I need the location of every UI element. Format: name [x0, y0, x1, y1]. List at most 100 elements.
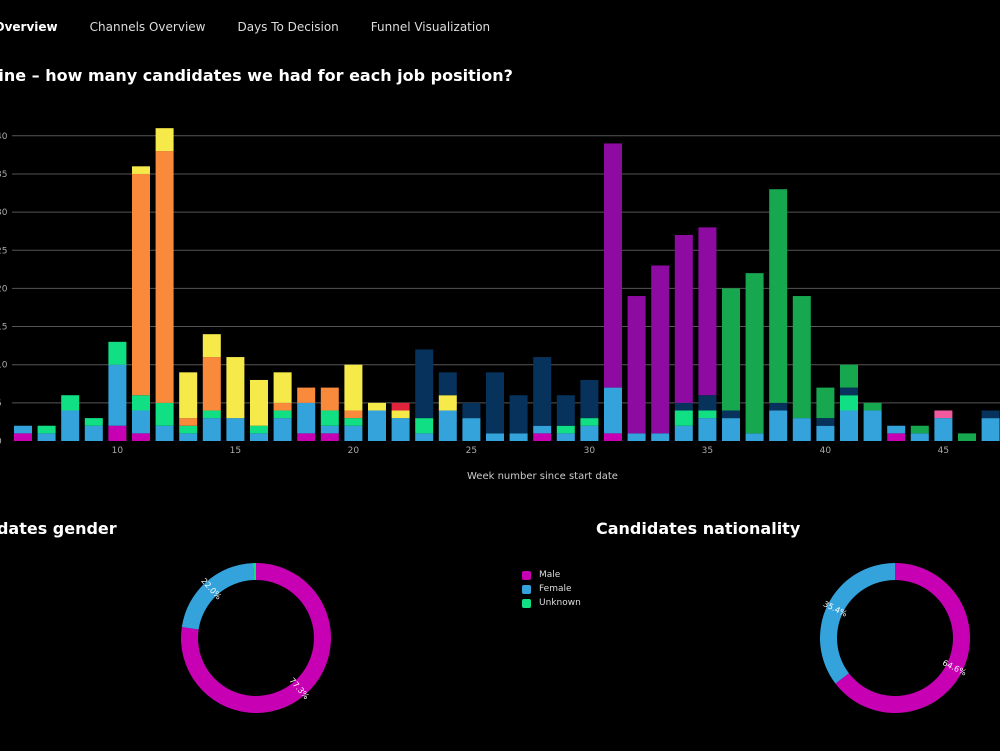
bar-segment[interactable] — [344, 410, 363, 419]
bar-segment[interactable] — [722, 288, 740, 411]
bar-segment[interactable] — [462, 418, 481, 441]
bar-segment[interactable] — [580, 418, 599, 426]
legend-item-female[interactable]: Female — [522, 582, 581, 596]
bar-segment[interactable] — [438, 395, 457, 411]
bar-segment[interactable] — [981, 418, 1000, 441]
bar-segment[interactable] — [840, 387, 858, 396]
bar-segment[interactable] — [202, 410, 221, 419]
bar-segment[interactable] — [556, 425, 575, 434]
tab-overview[interactable]: al Overview — [0, 20, 58, 34]
bar-segment[interactable] — [604, 387, 622, 434]
bar-segment[interactable] — [769, 410, 788, 441]
bar-segment[interactable] — [438, 410, 457, 441]
bar-segment[interactable] — [415, 418, 434, 434]
bar-segment[interactable] — [769, 189, 788, 403]
bar-segment[interactable] — [840, 410, 858, 441]
bar-segment[interactable] — [698, 395, 717, 411]
bar-segment[interactable] — [179, 418, 198, 426]
bar-segment[interactable] — [651, 265, 670, 434]
bar-segment[interactable] — [863, 402, 882, 411]
bar-segment[interactable] — [202, 357, 221, 411]
bar-segment[interactable] — [344, 425, 363, 441]
bar-segment[interactable] — [486, 433, 504, 441]
bar-segment[interactable] — [108, 341, 127, 365]
bar-segment[interactable] — [320, 425, 339, 434]
bar-segment[interactable] — [226, 418, 245, 441]
bar-segment[interactable] — [651, 433, 670, 441]
bar-segment[interactable] — [674, 234, 693, 403]
bar-segment[interactable] — [981, 410, 1000, 419]
bar-segment[interactable] — [415, 349, 434, 419]
tab-funnel-visualization[interactable]: Funnel Visualization — [370, 20, 491, 34]
bar-segment[interactable] — [604, 433, 622, 441]
bar-segment[interactable] — [958, 433, 976, 441]
bar-segment[interactable] — [391, 418, 410, 441]
bar-segment[interactable] — [14, 433, 32, 441]
bar-segment[interactable] — [462, 402, 481, 419]
bar-segment[interactable] — [533, 357, 552, 426]
bar-segment[interactable] — [61, 395, 80, 411]
bar-segment[interactable] — [132, 166, 150, 174]
bar-segment[interactable] — [179, 433, 198, 441]
bar-segment[interactable] — [297, 433, 316, 441]
bar-segment[interactable] — [132, 395, 150, 411]
bar-segment[interactable] — [840, 364, 858, 388]
bar-segment[interactable] — [320, 433, 339, 441]
bar-segment[interactable] — [816, 418, 835, 426]
bar-segment[interactable] — [674, 410, 693, 426]
bar-segment[interactable] — [344, 418, 363, 426]
bar-segment[interactable] — [155, 151, 174, 403]
bar-segment[interactable] — [155, 425, 174, 441]
bar-segment[interactable] — [202, 418, 221, 441]
bar-segment[interactable] — [273, 410, 292, 419]
bar-segment[interactable] — [910, 433, 929, 441]
bar-segment[interactable] — [297, 387, 316, 403]
bar-segment[interactable] — [179, 372, 198, 419]
bar-segment[interactable] — [179, 425, 198, 434]
bar-segment[interactable] — [509, 395, 528, 434]
bar-segment[interactable] — [155, 128, 174, 152]
bar-segment[interactable] — [132, 410, 150, 434]
bar-segment[interactable] — [250, 379, 268, 426]
bar-segment[interactable] — [391, 402, 410, 411]
bar-segment[interactable] — [37, 425, 56, 434]
bar-segment[interactable] — [297, 402, 316, 434]
bar-segment[interactable] — [840, 395, 858, 411]
bar-segment[interactable] — [627, 296, 646, 434]
bar-segment[interactable] — [674, 425, 693, 441]
bar-segment[interactable] — [202, 334, 221, 358]
bar-segment[interactable] — [273, 418, 292, 441]
legend-item-unknown[interactable]: Unknown — [522, 596, 581, 610]
bar-segment[interactable] — [934, 418, 953, 441]
bar-segment[interactable] — [273, 372, 292, 403]
bar-segment[interactable] — [887, 433, 906, 441]
bar-segment[interactable] — [155, 402, 174, 426]
bar-segment[interactable] — [816, 387, 835, 419]
bar-segment[interactable] — [486, 372, 504, 434]
tab-days-to-decision[interactable]: Days To Decision — [237, 20, 339, 34]
bar-segment[interactable] — [84, 425, 103, 441]
bar-segment[interactable] — [250, 425, 268, 434]
bar-segment[interactable] — [745, 433, 764, 441]
bar-segment[interactable] — [320, 410, 339, 426]
donut-slice[interactable] — [252, 563, 256, 581]
bar-segment[interactable] — [556, 433, 575, 441]
bar-segment[interactable] — [627, 433, 646, 441]
bar-segment[interactable] — [604, 143, 622, 388]
bar-segment[interactable] — [84, 418, 103, 426]
bar-segment[interactable] — [368, 410, 386, 441]
bar-segment[interactable] — [344, 364, 363, 411]
bar-segment[interactable] — [368, 402, 386, 411]
donut-slice[interactable] — [820, 563, 895, 684]
bar-segment[interactable] — [132, 433, 150, 441]
bar-segment[interactable] — [533, 433, 552, 441]
bar-segment[interactable] — [580, 379, 599, 419]
bar-segment[interactable] — [722, 410, 740, 419]
bar-segment[interactable] — [863, 410, 882, 441]
bar-segment[interactable] — [698, 418, 717, 441]
bar-segment[interactable] — [132, 173, 150, 396]
bar-segment[interactable] — [320, 387, 339, 411]
tab-channels-overview[interactable]: Channels Overview — [89, 20, 206, 34]
bar-segment[interactable] — [698, 227, 717, 396]
bar-segment[interactable] — [438, 372, 457, 396]
